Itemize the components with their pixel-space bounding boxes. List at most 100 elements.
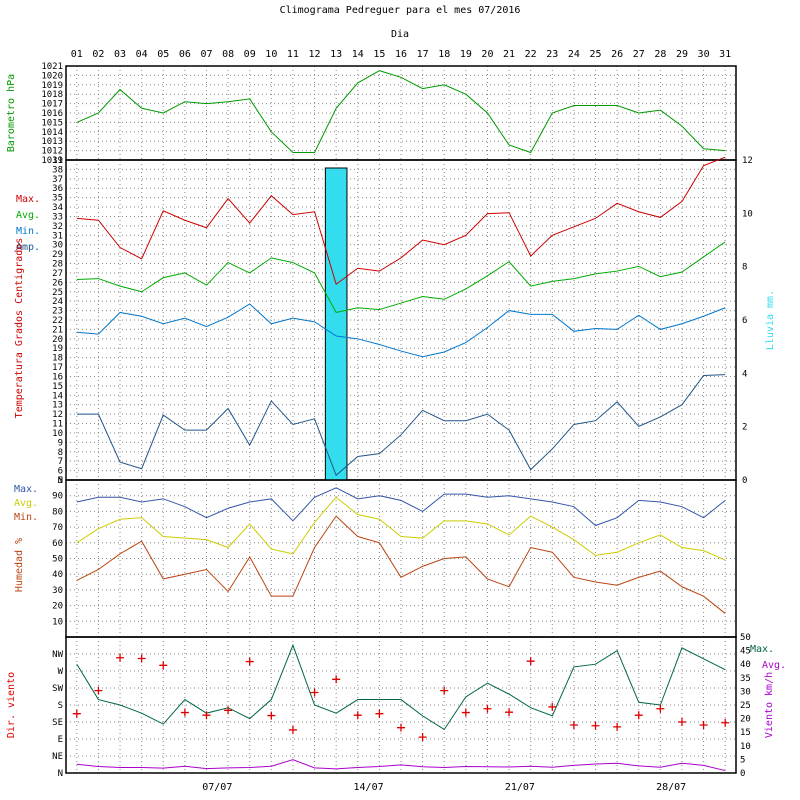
day-tick-label: 21	[503, 49, 515, 60]
wind-direction-axis-label: Dir. viento	[6, 672, 17, 738]
rain-y-tick: 4	[742, 369, 747, 379]
day-tick-label: 11	[287, 49, 299, 60]
temperature-legend-label: Min.	[16, 226, 40, 237]
temperature-line-amp	[76, 374, 726, 477]
wind-speed-tick: 25	[740, 701, 751, 711]
day-tick-label: 19	[460, 49, 472, 60]
wind-direction-marker	[591, 721, 600, 730]
wind-direction-marker	[613, 722, 622, 731]
day-tick-label: 23	[546, 49, 558, 60]
temperature-y-tick: 24	[52, 297, 63, 307]
barometer-y-tick: 1012	[41, 147, 63, 157]
day-tick-label: 08	[222, 49, 234, 60]
wind-direction-marker	[310, 688, 319, 697]
wind-frame	[65, 636, 737, 774]
temperature-y-tick: 7	[58, 457, 63, 467]
wind-direction-marker	[721, 718, 730, 727]
wind-direction-marker	[159, 661, 168, 670]
day-tick-label: 22	[525, 49, 537, 60]
wind-direction-marker	[180, 708, 189, 717]
temperature-y-tick: 9	[58, 438, 63, 448]
humidity-y-tick: 90	[52, 492, 63, 502]
temperature-y-tick: 11	[52, 420, 63, 430]
week-tick-label: 14/07	[354, 782, 384, 793]
day-tick-label: 24	[568, 49, 580, 60]
humidity-y-tick: 70	[52, 523, 63, 533]
day-tick-label: 03	[114, 49, 126, 60]
temperature-y-tick: 34	[52, 203, 63, 213]
week-tick-label: 28/07	[656, 782, 686, 793]
humidity-panel: 10 20 30 40 50 60 70 80 90 N Max. Avg. Min. Humedad %	[14, 476, 737, 638]
temperature-y-tick: 14	[52, 391, 63, 401]
temperature-y-tick: 19	[52, 344, 63, 354]
temperature-legend-label: Amp.	[16, 242, 40, 253]
page-title: Climograma Pedreguer para el mes 07/2016	[280, 5, 521, 16]
wind-direction-marker	[699, 721, 708, 730]
day-tick-label: 12	[309, 49, 321, 60]
wind-speed-tick: 50	[740, 633, 751, 643]
day-tick-label: 31	[719, 49, 731, 60]
temperature-y-tick: 36	[52, 184, 63, 194]
barometer-y-tick: 1011	[41, 156, 63, 166]
humidity-y-tick: 50	[52, 555, 63, 565]
barometer-y-tick: 1018	[41, 90, 63, 100]
day-tick-label: 04	[136, 49, 148, 60]
humidity-y-tick: 20	[52, 602, 63, 612]
barometer-y-tick: 1015	[41, 118, 63, 128]
temperature-y-tick: 27	[52, 269, 63, 279]
wind-speed-tick: 40	[740, 660, 751, 670]
temperature-axis-label: Temperatura Grados Centigrados	[14, 238, 25, 419]
barometer-y-tick: 1013	[41, 137, 63, 147]
temperature-y-tick: 23	[52, 307, 63, 317]
temperature-y-tick: 31	[52, 231, 63, 241]
wind-direction-marker	[634, 711, 643, 720]
wind-speed-tick: 20	[740, 715, 751, 725]
barometer-y-tick: 1019	[41, 81, 63, 91]
wind-direction-tick: NE	[52, 752, 63, 762]
wind-direction-tick: SE	[52, 718, 63, 728]
wind-speed-tick: 10	[740, 742, 751, 752]
temperature-y-tick: 8	[58, 448, 63, 458]
temperature-line-avg	[76, 241, 726, 314]
temperature-y-tick: 20	[52, 335, 63, 345]
wind-direction-marker	[656, 704, 665, 713]
wind-direction-marker	[461, 708, 470, 717]
wind-direction-marker	[418, 733, 427, 742]
day-tick-label: 26	[611, 49, 623, 60]
day-tick-label: 05	[157, 49, 169, 60]
humidity-y-tick: 60	[52, 539, 63, 549]
wind-direction-marker	[137, 654, 146, 663]
humidity-legend-label: Avg.	[14, 498, 38, 509]
wind-direction-marker	[116, 653, 125, 662]
wind-direction-marker	[94, 686, 103, 695]
day-tick-label: 09	[244, 49, 256, 60]
humidity-y-tick: N	[58, 476, 63, 486]
wind-speed-axis-label: Viento km/h	[764, 672, 775, 738]
wind-direction-tick: SW	[52, 684, 63, 694]
wind-direction-tick: S	[58, 701, 63, 711]
wind-direction-marker	[569, 721, 578, 730]
rain-y-tick: 12	[742, 156, 753, 166]
day-tick-label: 15	[373, 49, 385, 60]
temperature-y-tick: 38	[52, 165, 63, 175]
wind-direction-marker	[202, 711, 211, 720]
day-tick-label: 13	[330, 49, 342, 60]
wind-direction-marker	[505, 708, 514, 717]
wind-speed-tick: 35	[740, 674, 751, 684]
temperature-line-max	[76, 156, 726, 286]
day-tick-label: 06	[179, 49, 191, 60]
temperature-y-tick: 28	[52, 260, 63, 270]
temperature-y-tick: 39	[52, 156, 63, 166]
temperature-y-tick: 22	[52, 316, 63, 326]
humidity-axis-label: Humedad %	[14, 538, 25, 592]
week-tick-label: 07/07	[202, 782, 232, 793]
wind-direction-tick: N	[58, 769, 63, 779]
wind-direction-marker	[526, 657, 535, 666]
temperature-y-tick: 5	[58, 476, 63, 486]
day-axis-label: Dia	[391, 29, 409, 40]
temperature-y-tick: 30	[52, 241, 63, 251]
wind-direction-marker	[397, 723, 405, 732]
humidity-y-tick: 80	[52, 507, 63, 517]
temperature-y-tick: 13	[52, 401, 63, 411]
rain-y-tick: 6	[742, 316, 747, 326]
